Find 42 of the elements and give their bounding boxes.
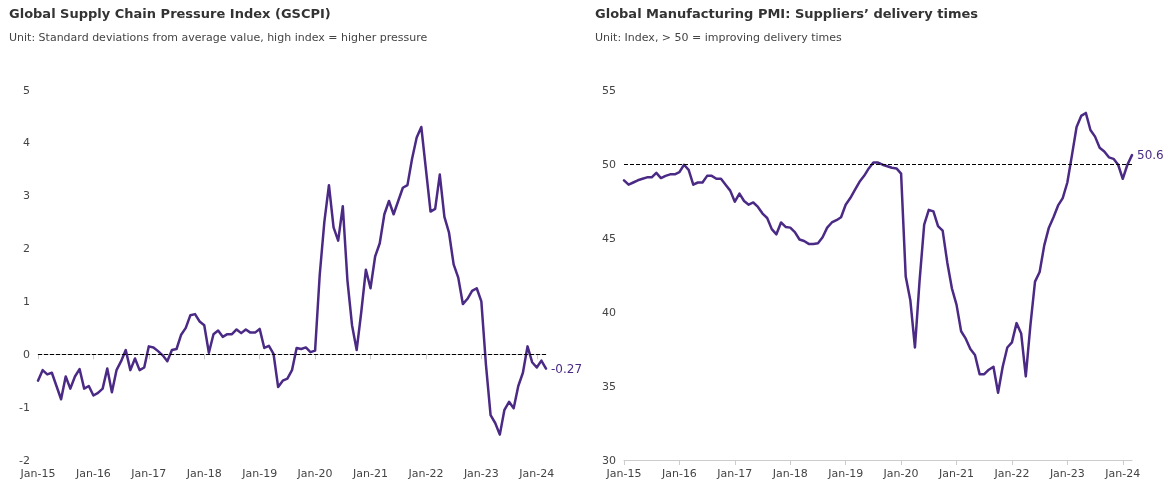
chart-title: Global Supply Chain Pressure Index (GSCPI) (9, 6, 331, 21)
y-tick-label: 30 (602, 453, 616, 467)
data-label: -0.27 (551, 361, 583, 376)
y-tick-label: 3 (23, 189, 30, 203)
y-tick-label: 40 (602, 305, 616, 319)
x-tick-label: Jan-18 (771, 467, 808, 480)
x-tick-label: Jan-18 (185, 467, 222, 480)
y-tick-label: 5 (23, 83, 30, 97)
y-tick-label: 0 (23, 347, 30, 361)
y-tick-label: 4 (23, 136, 30, 150)
y-tick-label: 55 (602, 83, 616, 97)
x-tick-label: Jan-20 (296, 467, 333, 480)
x-tick-label: Jan-21 (938, 467, 974, 480)
y-tick-label: 35 (602, 379, 616, 393)
x-tick-label: Jan-23 (1048, 467, 1085, 480)
x-tick-label: Jan-19 (241, 467, 278, 480)
chart-subtitle: Unit: Index, > 50 = improving delivery times (595, 31, 843, 44)
data-label: 50.6 (1137, 148, 1164, 163)
x-tick-label: Jan-16 (74, 467, 111, 480)
y-tick-label: -2 (19, 453, 30, 467)
x-tick-label: Jan-20 (882, 467, 919, 480)
x-tick-label: Jan-23 (462, 467, 499, 480)
line-series (36, 125, 548, 436)
x-tick-label: Jan-19 (827, 467, 864, 480)
chart-subtitle: Unit: Standard deviations from average value, high index = higher pressure (9, 31, 428, 44)
x-tick-label: Jan-15 (605, 467, 642, 480)
y-tick-label: 45 (602, 231, 616, 245)
x-tick-label: Jan-24 (518, 467, 555, 480)
y-tick-label: 50 (602, 157, 616, 171)
y-tick-label: -1 (19, 400, 30, 414)
x-tick-label: Jan-16 (660, 467, 697, 480)
chart-title: Global Manufacturing PMI: Suppliers’ delivery times (595, 6, 979, 21)
x-tick-label: Jan-22 (993, 467, 1030, 480)
x-tick-label: Jan-24 (1104, 467, 1141, 480)
x-tick-label: Jan-17 (716, 467, 753, 480)
y-tick-label: 2 (23, 242, 30, 256)
x-tick-label: Jan-17 (130, 467, 167, 480)
x-tick-label: Jan-22 (407, 467, 444, 480)
x-tick-label: Jan-15 (19, 467, 56, 480)
line-series (622, 111, 1134, 394)
y-tick-label: 1 (23, 294, 30, 308)
x-tick-label: Jan-21 (352, 467, 388, 480)
